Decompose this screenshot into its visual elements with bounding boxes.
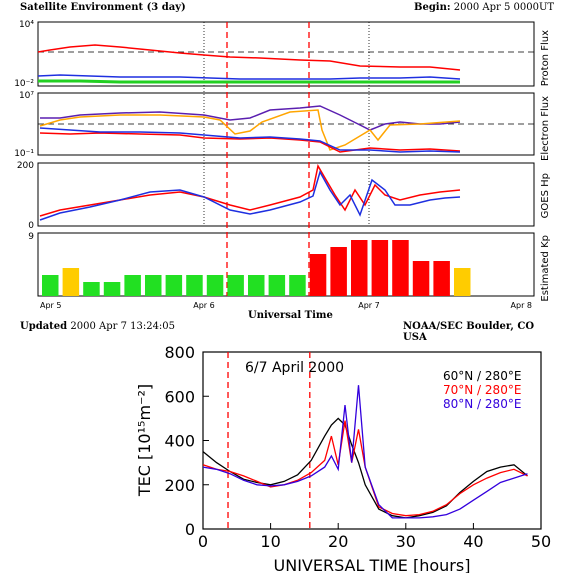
kp-bar (371, 240, 389, 296)
tec-x-tick-label: 10 (260, 532, 280, 551)
top-xlabel: Universal Time (248, 310, 333, 321)
electron-y-top: 10⁷ (19, 91, 34, 101)
kp-bar (42, 275, 59, 296)
satellite-panels: 10⁴ 10⁻² 10⁷ 10⁻¹ 200 0 9 Apr 5 Apr 6 Ap… (14, 20, 535, 310)
legend-60n: 60°N / 280°E (443, 369, 521, 383)
tec-x-tick-label: 30 (396, 532, 416, 551)
goes-y-top: 200 (17, 161, 34, 171)
electron-trace-orange (39, 109, 461, 151)
legend-80n: 80°N / 280°E (443, 397, 521, 411)
kp-bar (145, 275, 162, 296)
day-separators (203, 22, 370, 226)
tec-y-tick-label: 400 (164, 432, 195, 451)
proton-ylabel: Proton Flux (540, 30, 551, 87)
tec-y-tick-label: 0 (185, 520, 195, 539)
updated-info: Updated 2000 Apr 7 13:24:05 (20, 321, 176, 332)
kp-bar (227, 275, 244, 296)
kp-bar (248, 275, 265, 296)
tec-x-tick-label: 40 (463, 532, 483, 551)
goes-trace-blue (39, 170, 461, 221)
report-title: Satellite Environment (3 day) (20, 2, 186, 13)
electron-trace-red (39, 132, 461, 153)
event-lines-top (226, 22, 310, 296)
goes-ylabel: GOES Hp (540, 173, 551, 219)
tec-xlabel: UNIVERSAL TIME [hours] (274, 556, 471, 573)
electron-trace-purple (40, 105, 461, 131)
kp-panel-frame (37, 232, 535, 297)
tec-y-tick-label: 200 (164, 476, 195, 495)
tec-x-tick-label: 20 (328, 532, 348, 551)
kp-bar (330, 247, 347, 296)
goes-panel-frame (37, 162, 535, 227)
tec-plot-frame (202, 351, 542, 530)
kp-bar (124, 275, 141, 296)
kp-y-top: 9 (28, 232, 34, 242)
top-x-tick: Apr 5 (40, 301, 61, 310)
kp-bar (268, 275, 286, 296)
kp-bar (454, 268, 471, 296)
credit: NOAA/SEC Boulder, CO USA (403, 321, 535, 343)
goes-trace-red (39, 163, 461, 217)
kp-bar (433, 261, 450, 296)
kp-bar (309, 254, 327, 296)
kp-bar (62, 268, 80, 296)
tec-y-tick-label: 600 (164, 387, 195, 406)
proton-y-top: 10⁴ (19, 20, 34, 30)
proton-trace-green (38, 79, 460, 84)
kp-bar (289, 275, 306, 296)
kp-bar (392, 240, 409, 296)
electron-y-bottom: 10⁻¹ (14, 149, 34, 159)
goes-y-bottom: 0 (28, 221, 34, 231)
proton-trace-blue (37, 74, 461, 80)
kp-bar (165, 275, 183, 296)
tec-chart: 0 200 400 600 800 0 10 20 30 40 50 6/7 April 2000… (135, 343, 551, 573)
electron-trace-blue (39, 127, 461, 153)
kp-bar (83, 282, 100, 296)
legend-70n: 70°N / 280°E (443, 383, 521, 397)
tec-series-line-2 (202, 385, 528, 519)
kp-bar (412, 261, 430, 296)
proton-panel-frame (37, 21, 535, 87)
kp-bar (103, 282, 121, 296)
begin-info: Begin: 2000 Apr 5 0000UT (414, 2, 555, 13)
kp-ylabel: Estimated Kp (540, 235, 551, 302)
top-x-tick: Apr 8 (511, 301, 532, 310)
tec-ylabel: TEC [10¹⁵m⁻²] (135, 384, 154, 497)
proton-trace-red (37, 44, 461, 71)
kp-bar (351, 240, 368, 296)
kp-bars (42, 240, 471, 296)
proton-y-bottom: 10⁻² (14, 79, 34, 89)
tec-x-tick-label: 50 (531, 532, 551, 551)
kp-bar (206, 275, 224, 296)
top-x-ticks: Apr 5 Apr 6 Apr 7 Apr 8 (40, 301, 532, 310)
tec-title: 6/7 April 2000 (245, 360, 344, 376)
top-x-tick: Apr 7 (358, 301, 379, 310)
tec-y-tick-label: 800 (164, 343, 195, 362)
electron-ylabel: Electron Flux (540, 96, 551, 161)
kp-bar (186, 275, 203, 296)
tec-x-tick-label: 0 (198, 532, 208, 551)
top-x-tick: Apr 6 (193, 301, 214, 310)
tec-series-line-1 (202, 420, 528, 517)
